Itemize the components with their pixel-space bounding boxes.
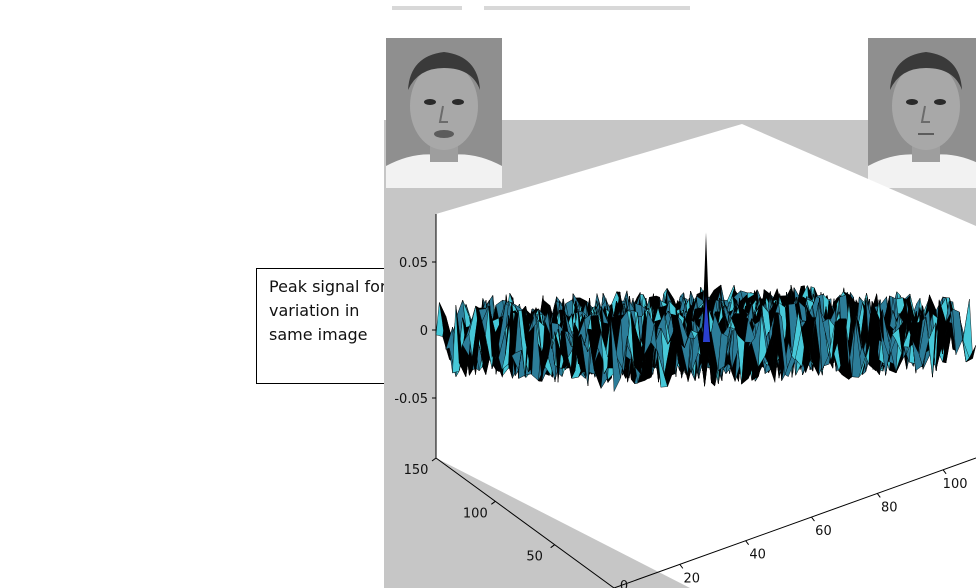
right-face-photo [868,38,976,188]
surface-plot: 0.050-0.05050100150204060801000 [394,124,976,588]
z-tick-label: 0 [420,324,428,339]
z-tick-label: 0.05 [399,256,428,271]
y-tick-label: 100 [463,506,488,521]
axis-tick [679,564,684,569]
caption-line-3: same image [269,325,368,344]
surface-patch [878,317,890,376]
axis-tick [550,544,555,549]
caption-line-1: Peak signal for [269,277,387,296]
x-axis-line [613,457,976,588]
x-origin-tick-label: 0 [620,579,628,588]
y-tick-label: 150 [404,463,429,478]
surface-layer [435,232,976,392]
axis-tick [745,540,750,546]
axis-tick [876,493,881,498]
faint-title-mark [484,6,690,10]
x-tick-label: 100 [943,477,968,492]
faint-title-mark [392,6,462,10]
axis-tick [811,516,815,522]
face-portrait-icon [868,38,976,188]
correlation-peak [702,232,710,340]
y-tick-label: 50 [526,550,543,565]
surface-patch [965,344,976,363]
x-tick-label: 60 [815,524,832,539]
x-tick-label: 20 [684,571,701,586]
correlation-peak-base [703,296,710,342]
x-tick-label: 80 [881,500,898,515]
figure: 0.050-0.05050100150204060801000 [380,0,976,588]
tick-layer: 0.050-0.05050100150204060801000 [394,256,968,588]
axis-tick [431,457,437,462]
x-tick-label: 40 [749,548,766,563]
face-portrait-icon [386,38,502,188]
axis-tick [942,469,947,475]
axis-tick [491,500,496,505]
y-axis-line [435,457,615,588]
z-tick-label: -0.05 [394,392,428,407]
caption-line-2: variation in [269,301,360,320]
left-face-photo [386,38,502,188]
